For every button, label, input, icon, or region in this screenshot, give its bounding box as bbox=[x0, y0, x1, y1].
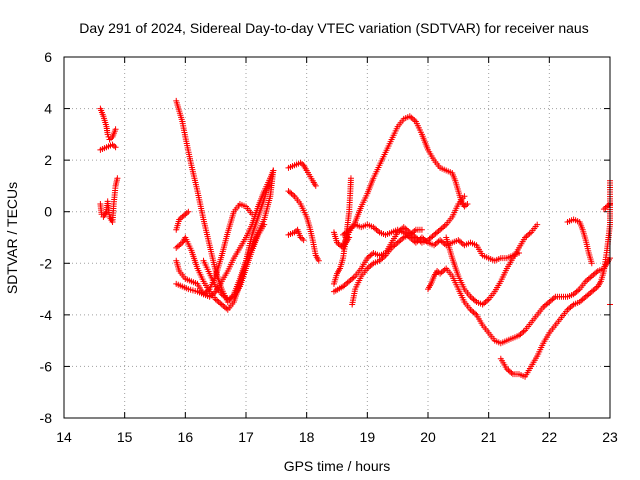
data-point bbox=[114, 175, 121, 182]
y-tick-label: 2 bbox=[44, 152, 52, 168]
x-tick-label: 14 bbox=[56, 429, 72, 445]
series-arc-p bbox=[349, 226, 425, 308]
series-arc-t bbox=[443, 221, 541, 308]
data-point bbox=[461, 193, 468, 200]
data-point bbox=[312, 182, 319, 189]
data-point bbox=[418, 226, 425, 233]
data-point bbox=[534, 221, 541, 228]
y-tick-label: 4 bbox=[44, 101, 52, 117]
x-tick-label: 22 bbox=[542, 429, 558, 445]
series-arc-g bbox=[173, 200, 256, 298]
data-point bbox=[300, 237, 307, 244]
series-arc-j bbox=[285, 159, 319, 189]
data-point bbox=[261, 221, 268, 228]
series-arc-n bbox=[330, 175, 354, 287]
y-tick-label: 6 bbox=[44, 49, 52, 65]
data-point bbox=[111, 142, 118, 149]
data-point bbox=[347, 175, 354, 182]
chart-title: Day 291 of 2024, Sidereal Day-to-day VTE… bbox=[79, 20, 588, 36]
data-point bbox=[588, 260, 595, 267]
series-arc-b bbox=[97, 141, 119, 153]
x-tick-label: 18 bbox=[299, 429, 315, 445]
series-arc-s bbox=[425, 255, 613, 347]
x-tick-label: 17 bbox=[238, 429, 254, 445]
data-point bbox=[270, 167, 277, 174]
series-arc-i bbox=[200, 221, 268, 303]
series-arc-v bbox=[564, 216, 595, 267]
y-tick-label: 0 bbox=[44, 204, 52, 220]
x-tick-label: 19 bbox=[360, 429, 376, 445]
data-point bbox=[315, 257, 322, 264]
y-tick-label: -8 bbox=[40, 410, 53, 426]
data-points bbox=[97, 97, 613, 380]
series-arc-h bbox=[173, 167, 277, 300]
data-point bbox=[104, 131, 111, 138]
series-arc-r bbox=[340, 113, 471, 249]
series-arc-f bbox=[173, 175, 274, 313]
series-arc-u bbox=[497, 177, 613, 380]
series-arc-l bbox=[285, 226, 307, 244]
y-axis-label: SDTVAR / TECUs bbox=[4, 182, 20, 294]
data-point bbox=[112, 144, 119, 151]
series-arc-c bbox=[97, 175, 121, 226]
y-tick-label: -6 bbox=[40, 358, 53, 374]
y-tick-label: -4 bbox=[40, 307, 53, 323]
series-arc-e bbox=[173, 208, 192, 233]
series-arc-a bbox=[97, 105, 119, 143]
x-tick-label: 21 bbox=[481, 429, 497, 445]
x-tick-label: 15 bbox=[117, 429, 133, 445]
plot-frame bbox=[63, 56, 611, 419]
x-tick-label: 20 bbox=[420, 429, 436, 445]
data-point bbox=[112, 126, 119, 133]
series-arc-k bbox=[285, 188, 322, 264]
x-tick-label: 23 bbox=[602, 429, 618, 445]
data-point bbox=[464, 200, 471, 207]
y-tick-label: -2 bbox=[40, 255, 53, 271]
axis-ticks: 14 15 16 17 18 19 20 21 22 23 -8 -6 -4 -2 0 2 4 6 bbox=[40, 49, 618, 445]
x-axis-label: GPS time / hours bbox=[284, 458, 391, 474]
x-tick-label: 16 bbox=[178, 429, 194, 445]
data-point bbox=[185, 208, 192, 215]
